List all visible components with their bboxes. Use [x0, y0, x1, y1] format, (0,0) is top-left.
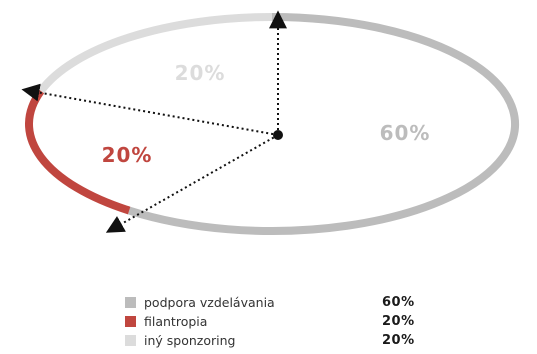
- slice-label-podpora-vzdelavania: 60%: [380, 121, 431, 145]
- slice-label-filantropia: 20%: [102, 143, 153, 167]
- slice-filantropia: [25, 88, 131, 215]
- legend-swatch: [125, 335, 136, 346]
- legend-value: 20%: [382, 314, 415, 329]
- legend-label: iný sponzoring: [144, 333, 236, 348]
- legend-item-iny-sponzoring: iný sponzoring 20%: [125, 331, 435, 350]
- legend-value: 60%: [382, 295, 415, 310]
- legend-item-podpora-vzdelavania: podpora vzdelávania 60%: [125, 293, 435, 312]
- divider-arrow-left: [21, 83, 279, 136]
- pie-chart: 60% 20% 20%: [21, 10, 519, 235]
- legend-label: filantropia: [144, 314, 208, 329]
- slice-podpora-vzdelavania: [127, 13, 519, 235]
- legend-label: podpora vzdelávania: [144, 295, 275, 310]
- center-dot: [273, 130, 283, 140]
- legend-swatch: [125, 316, 136, 327]
- slice-label-iny-sponzoring: 20%: [175, 61, 226, 85]
- slice-iny-sponzoring: [37, 13, 273, 94]
- legend-value: 20%: [382, 333, 415, 348]
- legend-item-filantropia: filantropia 20%: [125, 312, 435, 331]
- legend: podpora vzdelávania 60% filantropia 20% …: [125, 293, 435, 350]
- divider-arrow-bottom: [105, 134, 279, 233]
- legend-swatch: [125, 297, 136, 308]
